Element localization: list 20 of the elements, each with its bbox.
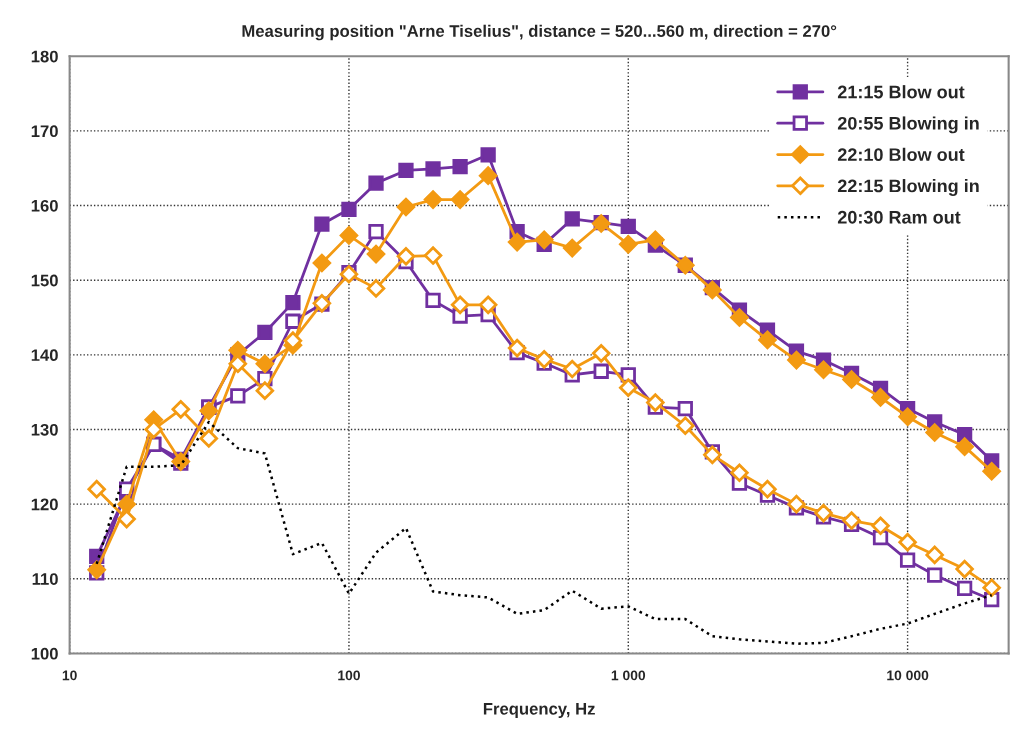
- chart-title: Measuring position "Arne Tiselius", distance = 520...560 m, direction = 270°: [242, 24, 837, 41]
- x-tick-label: 10 000: [887, 670, 929, 681]
- y-tick-label: 170: [31, 125, 58, 138]
- y-tick-label: 180: [31, 50, 58, 63]
- y-tick-label: 140: [31, 349, 58, 362]
- y-tick-label: 100: [31, 647, 58, 660]
- legend-label: 21:15 Blow out: [837, 85, 965, 99]
- x-tick-label: 100: [338, 670, 360, 681]
- y-tick-label: 130: [31, 423, 58, 436]
- legend-label: 22:10 Blow out: [837, 147, 965, 162]
- x-axis-title: Frequency, Hz: [483, 703, 595, 719]
- x-tick-label: 1 000: [611, 670, 646, 681]
- y-tick-label: 150: [31, 274, 58, 287]
- legend-label: 20:30 Ram out: [837, 210, 961, 224]
- legend-label: 20:55 Blowing in: [837, 116, 979, 134]
- legend-label: 22:15 Blowing in: [837, 179, 979, 196]
- x-tick-label: 10: [62, 670, 77, 681]
- y-tick-label: 160: [31, 199, 58, 212]
- y-tick-label: 120: [31, 498, 58, 511]
- y-tick-label: 110: [32, 573, 58, 585]
